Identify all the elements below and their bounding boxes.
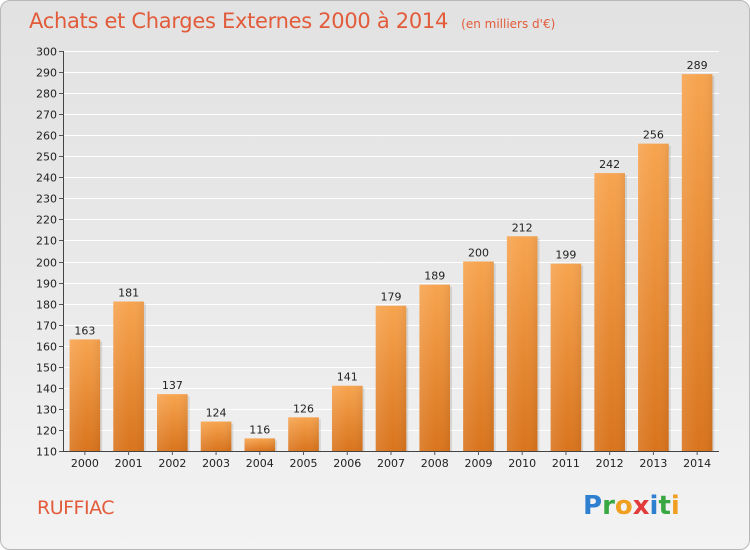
bar-highlight [550,263,582,451]
x-tick-label: 2008 [421,457,449,470]
bar-value-label: 126 [293,402,314,415]
logo-letter: P [583,491,603,521]
bar-highlight [463,261,494,451]
y-tick-label: 140 [36,383,57,396]
bar-highlight [681,74,713,451]
proxiti-logo: Proxiti [583,491,680,521]
bar-value-label: 242 [599,158,620,171]
bar-value-label: 163 [74,324,95,337]
y-tick-label: 250 [36,151,57,164]
logo-letter: x [632,491,650,521]
chart-subtitle: (en milliers d'€) [461,17,556,31]
logo-letter: o [614,491,633,521]
x-tick-label: 2002 [158,457,186,470]
y-tick-label: 150 [36,362,57,375]
chart-title: Achats et Charges Externes 2000 à 2014 [29,9,449,33]
bar-value-label: 179 [381,291,402,304]
x-tick-label: 2005 [290,457,318,470]
x-tick-label: 2011 [552,457,580,470]
x-tick-label: 2004 [246,457,274,470]
city-name: RUFFIAC [37,497,115,519]
y-tick-label: 230 [36,193,57,206]
bar-highlight [157,394,188,451]
bar-value-label: 212 [512,221,533,234]
x-tick-label: 2001 [115,457,143,470]
logo-letter: i [649,491,659,521]
bar-highlight [244,438,276,451]
bar-value-label: 124 [206,407,227,420]
axes: 110 120 130 140 150 160 170 180 190 200 210 220 230 2… [36,46,719,470]
y-tick-label: 190 [36,278,57,291]
data-labels: 163 181 137 124 116 126 141 179 189 200 212 199 242 2… [74,59,707,436]
x-tick-label: 2013 [639,457,667,470]
y-tick-label: 300 [36,46,57,59]
x-tick-label: 2000 [71,457,99,470]
x-tick-label: 2006 [333,457,361,470]
logo-letter: r [602,491,615,521]
y-tick-label: 160 [36,341,57,354]
x-tick-label: 2010 [508,457,536,470]
logo-letter: i [670,491,680,521]
y-tick-label: 290 [36,67,57,80]
y-tick-label: 110 [36,446,57,459]
bar-highlight [375,305,407,451]
x-tick-label: 2012 [596,457,624,470]
bar-value-label: 256 [643,129,664,142]
x-tick-label: 2003 [202,457,230,470]
y-tick-label: 210 [36,235,57,248]
bar-value-label: 137 [162,379,183,392]
bar-highlight [288,417,319,451]
y-tick-label: 270 [36,109,57,122]
bar-value-label: 289 [687,59,708,72]
bar-highlight [419,284,451,451]
y-tick-label: 280 [36,88,57,101]
bar-highlight [113,301,144,451]
bar-value-label: 189 [424,270,445,283]
x-tick-label: 2009 [464,457,492,470]
y-tick-label: 200 [36,257,57,270]
bar-highlight [200,421,232,451]
x-tick-label: 2007 [377,457,405,470]
bar-highlight [638,143,669,451]
y-tick-label: 120 [36,425,57,438]
y-tick-label: 260 [36,130,57,143]
y-tick-label: 240 [36,172,57,185]
bar-value-label: 141 [337,371,358,384]
y-tick-label: 130 [36,404,57,417]
bar-value-label: 200 [468,247,489,260]
bar-value-label: 199 [555,249,576,262]
title-row: Achats et Charges Externes 2000 à 2014 (… [29,9,555,33]
bar-highlight [69,339,101,451]
bar-highlight [331,385,363,451]
y-tick-label: 170 [36,320,57,333]
bar-value-label: 116 [249,423,270,436]
logo-letter: t [658,491,671,521]
x-tick-label: 2014 [683,457,711,470]
bar-value-label: 181 [118,287,139,300]
bar-highlight [594,173,625,451]
y-tick-label: 180 [36,299,57,312]
bar-highlight [506,236,538,451]
y-tick-label: 220 [36,214,57,227]
bars [69,74,715,451]
